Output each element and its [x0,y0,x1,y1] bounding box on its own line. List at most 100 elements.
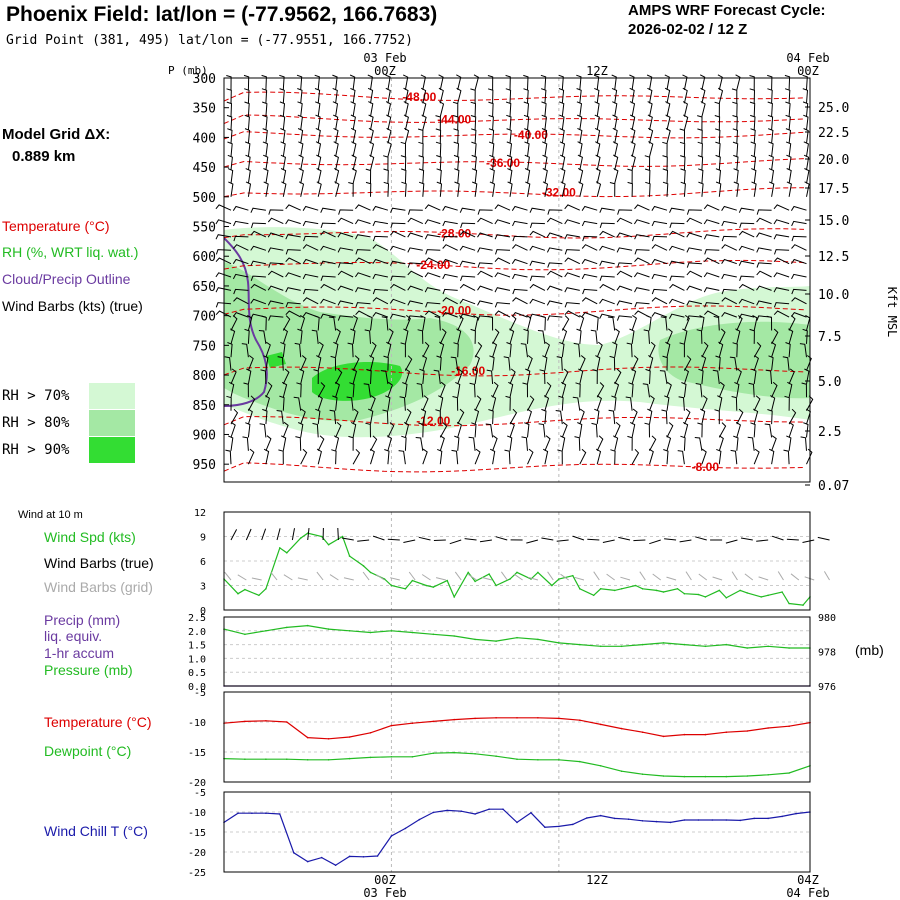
temperature-contour [224,187,805,198]
wind-barb [577,167,584,184]
wind-barb [354,219,371,225]
wind-barb [230,408,239,425]
wind-barb [457,408,465,425]
wind-barb [665,127,671,144]
grid-wind-barb [389,577,400,581]
wind-barb [802,101,809,117]
temperature-line-point [390,724,393,727]
grid-wind-barb [421,574,431,581]
wind-barb [320,283,336,291]
wind-barb [614,422,621,438]
wind-barb [383,168,389,184]
wind-barb [509,328,515,345]
wind-barb [419,368,425,385]
wind-barb [773,310,790,318]
wind-barb [802,74,808,90]
wind-barb [680,168,686,184]
wind-barb [773,234,790,240]
wind-barb [372,297,389,305]
wind-barb [280,141,286,157]
wind-barb [506,114,512,131]
wind-barb [258,330,267,344]
wind-barb [386,435,392,451]
wind-barb [372,273,389,280]
grid-wind-barb [297,577,308,581]
wind-barb [669,222,685,229]
wind-barb [492,341,498,358]
grid-wind-barb [823,571,830,581]
wind-barb [576,74,582,90]
wind-barb [250,230,267,238]
wind-barb [320,313,336,319]
wind-barb [594,101,600,117]
wind-barb [337,300,354,306]
pressure-line-point [662,642,665,644]
wind-barb [768,355,774,371]
surface-wind-barb [756,539,769,542]
wind-barb [346,396,354,411]
grid-wind-barb [758,576,769,581]
temperature-line-point [265,720,267,722]
wind-barb [582,288,598,295]
windchill-line-point [781,815,783,818]
wind-barb [561,315,570,331]
wind-barb [751,181,757,197]
wind-barb [442,311,458,318]
wind-barb [472,368,478,385]
wind-barb [782,356,790,371]
wind-barb [683,114,689,131]
temperature-contour-label: -36.00 [486,156,520,170]
dewpoint-line-point [390,756,393,758]
windchill-line-point [683,819,686,821]
wind-barb [337,217,354,225]
wind-barb [470,115,477,131]
wind-barb [398,450,406,465]
wind-barb [436,155,442,171]
wind-barb [529,283,546,291]
wind-barb [471,141,477,157]
wind-barb [701,395,708,411]
windchill-line-point [530,812,532,814]
wind-barb [494,204,511,211]
pressure-line-point [599,645,602,648]
wind-barb [285,204,301,211]
wind-barb [596,341,603,358]
pressure-tick-label: 950 [193,458,216,473]
wind-speed-tick-label: 9 [200,533,206,544]
wind-barb [454,168,460,184]
wind-barb [333,341,339,358]
grid-wind-barb [547,571,554,581]
wind-barb [389,298,406,305]
wind-barb [456,421,462,438]
windchill-line-point [697,819,700,821]
windchill-line-point [516,821,518,824]
wind-barb [380,370,389,385]
wind-barb [330,355,337,371]
wind-barb [697,141,703,157]
wind-barb [717,74,723,91]
wind-barb [389,245,406,251]
wind-barb [302,205,319,211]
grid-wind-barb [224,571,232,581]
wind-barb [317,435,325,452]
wind-barb [351,167,357,184]
pressure-tick-label: 700 [193,310,216,325]
wind-barb [332,101,339,117]
legend-temperature: Temperature (°C) [2,218,110,234]
wind-barb [633,272,650,278]
temperature-panel-frame [223,691,811,783]
wind-barb [645,181,651,197]
wind-barb [541,88,547,104]
wind-barb [365,168,372,184]
wind-barb [559,435,566,451]
wind-barb [609,182,616,197]
wind-barb [542,154,548,171]
wind-barb [696,329,703,344]
temperature-tick-label: -5 [194,688,206,699]
wind-barb [407,209,423,215]
wind-barb [279,74,285,90]
wind-barb [678,396,685,411]
temperature-contour [224,259,805,271]
wind-barb [417,329,424,344]
wind-barb [337,270,354,278]
